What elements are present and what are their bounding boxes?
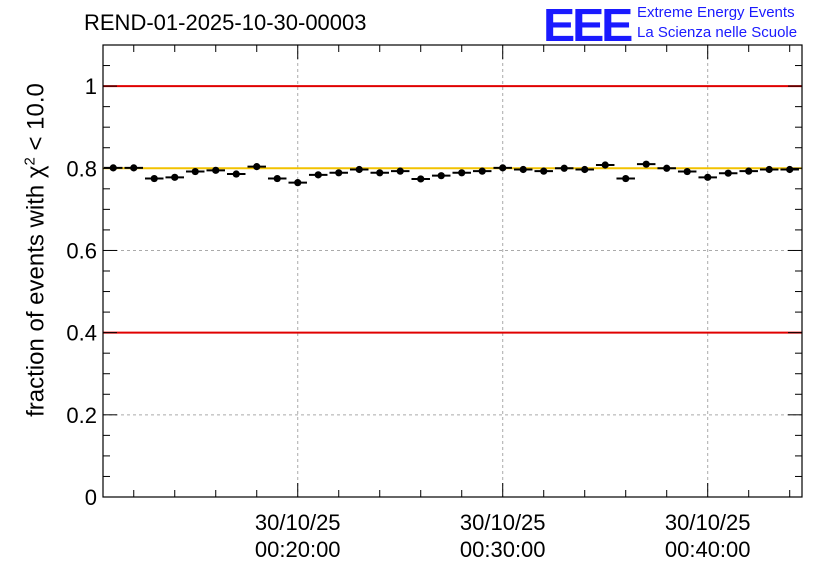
x-tick-label-date: 30/10/25: [460, 510, 546, 535]
y-axis-label-prefix: fraction of events with χ: [22, 165, 50, 417]
logo-text-line1: Extreme Energy Events: [637, 4, 795, 21]
data-point: [335, 169, 343, 177]
data-point: [109, 164, 117, 172]
y-axis-label-suffix: < 10.0: [22, 83, 50, 158]
data-point: [294, 179, 302, 187]
data-point: [540, 167, 548, 175]
data-point: [458, 169, 466, 177]
data-point: [786, 165, 794, 174]
x-tick-label-date: 30/10/25: [255, 510, 341, 535]
data-point: [601, 161, 609, 169]
y-tick-label: 0.4: [66, 321, 97, 346]
data-point: [663, 164, 671, 172]
data-point: [191, 167, 199, 176]
data-point: [560, 164, 568, 172]
data-point: [417, 175, 425, 183]
data-point: [171, 173, 179, 181]
data-point: [150, 174, 158, 183]
y-tick-label: 0.6: [66, 238, 97, 263]
data-point: [745, 167, 753, 175]
data-point: [519, 165, 527, 174]
y-tick-label: 0: [85, 485, 97, 510]
y-tick-label: 1: [85, 74, 97, 99]
data-point: [355, 165, 363, 174]
data-point: [642, 160, 650, 168]
y-tick-label: 0.2: [66, 403, 97, 428]
data-point: [212, 166, 220, 174]
eee-logo: EEE: [543, 0, 633, 51]
data-point: [376, 169, 384, 177]
y-axis-label-sup: 2: [21, 157, 39, 166]
data-point: [499, 164, 507, 172]
data-point: [724, 169, 732, 177]
data-point: [232, 170, 240, 178]
x-tick-label-date: 30/10/25: [665, 510, 751, 535]
plot-frame: [102, 44, 803, 498]
data-point: [437, 172, 445, 180]
x-tick-label-time: 00:30:00: [460, 537, 546, 562]
data-point: [273, 174, 281, 183]
data-point: [396, 167, 404, 175]
y-tick-label: 0.8: [66, 156, 97, 181]
data-point: [622, 174, 630, 183]
chart-title: REND-01-2025-10-30-00003: [84, 10, 367, 35]
data-point: [314, 171, 322, 179]
logo-text-line2: La Scienza nelle Scuole: [637, 24, 798, 41]
x-tick-label-time: 00:40:00: [665, 537, 751, 562]
data-point: [581, 165, 589, 174]
data-point: [130, 164, 138, 172]
data-point: [253, 163, 261, 171]
x-tick-label-time: 00:20:00: [255, 537, 341, 562]
data-point: [478, 167, 486, 175]
data-point: [704, 173, 712, 181]
data-point: [683, 167, 691, 176]
data-point: [765, 165, 773, 174]
